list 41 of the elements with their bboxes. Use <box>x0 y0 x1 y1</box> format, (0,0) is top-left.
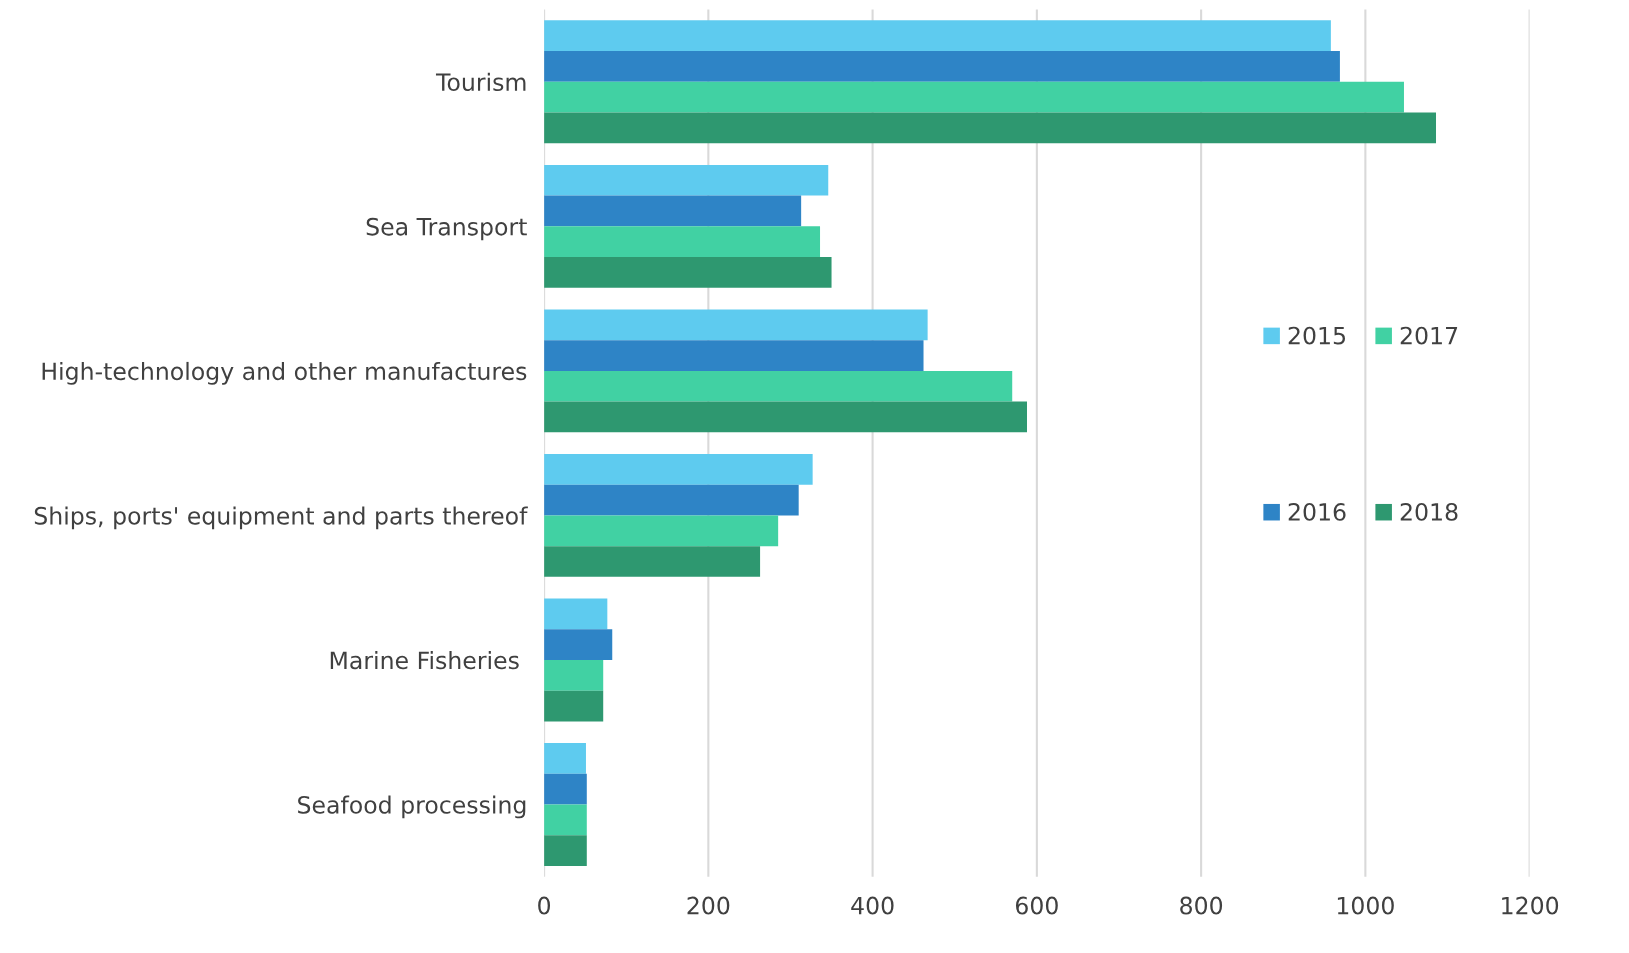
x-tick-label: 200 <box>687 896 730 915</box>
bar <box>544 743 586 774</box>
bar <box>544 773 587 805</box>
bar <box>544 598 608 630</box>
legend-label: 2015 <box>1288 326 1346 345</box>
bar <box>544 309 928 341</box>
x-tick-label: 600 <box>1015 896 1058 915</box>
y-tick-label: Ships, ports' equipment and parts thereof <box>34 506 528 530</box>
bar <box>544 835 587 866</box>
bar <box>544 546 761 577</box>
bar <box>544 81 1404 113</box>
y-tick-label: High-technology and other manufactures <box>42 361 527 385</box>
bar <box>544 370 1013 402</box>
x-tick-label: 1200 <box>1502 896 1559 915</box>
bar <box>544 629 613 660</box>
bar <box>544 226 821 258</box>
y-tick-label: Marine Fisheries <box>330 650 519 670</box>
bar <box>544 20 1331 52</box>
bar <box>544 453 813 485</box>
bar <box>544 164 829 196</box>
bar <box>544 484 799 516</box>
y-tick-label: Tourism <box>435 72 526 92</box>
bar <box>544 195 802 227</box>
bar <box>544 401 1027 433</box>
bar <box>544 690 604 722</box>
bar <box>544 112 1436 144</box>
x-tick-label: 1000 <box>1337 896 1394 915</box>
x-tick-label: 800 <box>1180 896 1223 915</box>
bar <box>544 515 779 547</box>
legend-label: 2018 <box>1400 502 1458 521</box>
y-tick-label: Sea Transport <box>366 217 527 241</box>
y-tick-label: Seafood processing <box>298 795 526 819</box>
x-tick-label: 400 <box>851 896 894 915</box>
bar <box>544 804 587 836</box>
bar <box>544 340 924 371</box>
bar <box>544 257 832 288</box>
legend-label: 2017 <box>1400 326 1458 345</box>
bar <box>544 51 1340 82</box>
legend-label: 2016 <box>1288 502 1346 521</box>
x-tick-label: 0 <box>538 896 551 915</box>
bar <box>544 659 604 691</box>
